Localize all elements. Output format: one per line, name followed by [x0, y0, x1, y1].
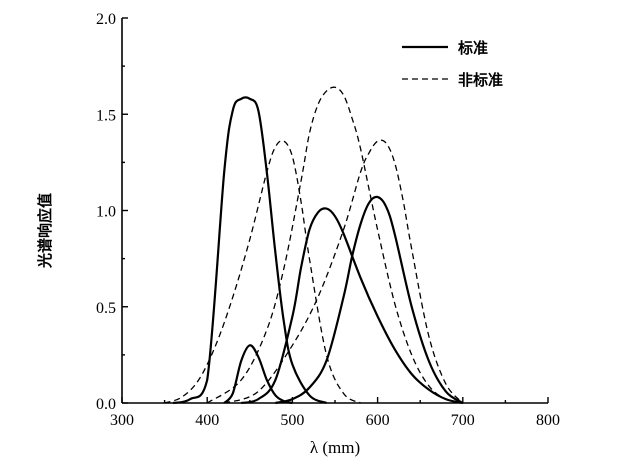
y-tick-label: 0.5 — [96, 300, 116, 317]
x-tick-label: 600 — [366, 412, 390, 429]
x-tick-label: 300 — [110, 412, 134, 429]
y-tick-label: 1.0 — [96, 204, 116, 221]
y-tick-label: 2.0 — [96, 11, 116, 28]
nonstandard-curve-7 — [223, 139, 464, 404]
legend-label: 标准 — [457, 39, 488, 57]
x-tick-label: 400 — [195, 412, 219, 429]
axes: 300 400 500 600 700 800 0.0 0.5 1.0 1.5 2.0 λ (mm) 光… — [36, 11, 560, 457]
curves — [164, 86, 464, 405]
nonstandard-curve-5 — [164, 140, 361, 404]
legend-label: 非标准 — [458, 71, 503, 89]
standard-curve-4 — [275, 195, 464, 405]
x-tick-label: 800 — [536, 412, 560, 429]
standard-curve-2 — [223, 344, 293, 405]
nonstandard-curve-6 — [206, 86, 463, 404]
standard-curve-1 — [172, 96, 327, 405]
x-tick-label: 700 — [451, 412, 475, 429]
y-tick-label: 0.0 — [96, 396, 116, 413]
x-tick-label: 500 — [280, 412, 304, 429]
standard-curve-3 — [241, 207, 464, 405]
y-tick-label: 1.5 — [96, 107, 116, 124]
x-axis-title: λ (mm) — [310, 438, 360, 457]
y-axis-title: 光谱响应值 — [36, 193, 54, 269]
